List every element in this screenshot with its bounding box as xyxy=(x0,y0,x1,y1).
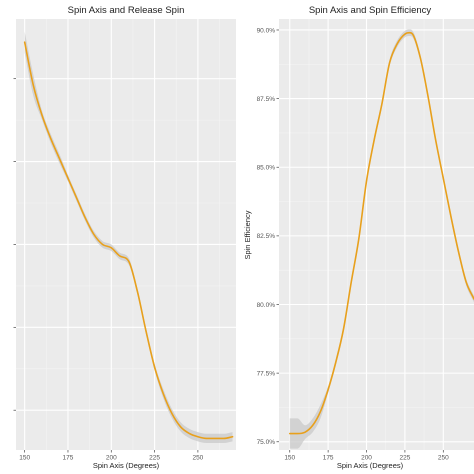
y-tick-label: 80.0% xyxy=(257,302,276,309)
y-tick-label: 75.0% xyxy=(257,439,276,446)
x-tick-label: 175 xyxy=(63,455,74,462)
left-y-ticks xyxy=(13,78,16,411)
x-tick-label: 150 xyxy=(19,455,30,462)
right-chart: 75.0%77.5%80.0%82.5%85.0%87.5%90.0% 150 1… xyxy=(243,5,474,470)
x-tick-label: 200 xyxy=(106,455,117,462)
left-series-line xyxy=(23,41,234,440)
x-tick-label: 150 xyxy=(284,455,295,462)
x-tick-label: 225 xyxy=(149,455,160,462)
right-series-line xyxy=(288,31,474,435)
y-tick-label: 85.0% xyxy=(257,165,276,172)
right-x-ticks: 150 175 200 225 250 xyxy=(284,450,449,462)
left-chart-title: Spin Axis and Release Spin xyxy=(68,5,185,16)
left-x-axis-label: Spin Axis (Degrees) xyxy=(93,461,160,470)
left-chart: 150 175 200 225 250 Spin Axis and Release Sp… xyxy=(13,5,236,470)
right-y-axis-label: Spin Efficiency xyxy=(243,210,252,259)
left-grid xyxy=(16,19,236,450)
right-panel-background xyxy=(279,19,474,450)
x-tick-label: 250 xyxy=(438,455,449,462)
x-tick-label: 175 xyxy=(323,455,334,462)
left-panel-background xyxy=(16,19,236,450)
y-tick-label: 77.5% xyxy=(257,370,276,377)
y-tick-label: 82.5% xyxy=(257,233,276,240)
x-tick-label: 225 xyxy=(399,455,410,462)
right-y-ticks: 75.0% 77.5% 80.0% 82.5% 85.0% 87.5% 90.0% xyxy=(257,27,279,446)
right-grid xyxy=(279,19,474,450)
right-x-axis-label: Spin Axis (Degrees) xyxy=(337,461,404,470)
y-tick-label: 90.0% xyxy=(257,27,276,34)
x-tick-label: 200 xyxy=(361,455,372,462)
right-chart-title: Spin Axis and Spin Efficiency xyxy=(309,5,432,16)
y-tick-label: 87.5% xyxy=(257,96,276,103)
left-x-ticks: 150 175 200 225 250 xyxy=(19,450,204,462)
x-tick-label: 250 xyxy=(192,455,203,462)
